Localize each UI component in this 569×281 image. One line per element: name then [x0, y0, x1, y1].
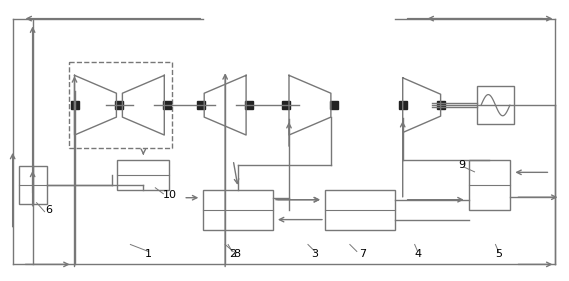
Bar: [19, 166, 47, 204]
Text: 9: 9: [458, 160, 465, 170]
Bar: [468, 160, 510, 210]
Bar: [68, 62, 172, 148]
Text: 8: 8: [233, 250, 241, 259]
Text: 7: 7: [359, 250, 366, 259]
Bar: [163, 101, 171, 109]
Text: 5: 5: [495, 250, 502, 259]
Text: 1: 1: [145, 250, 152, 259]
Text: 10: 10: [163, 190, 178, 200]
Bar: [282, 101, 290, 109]
Text: 4: 4: [414, 250, 421, 259]
Text: 3: 3: [311, 250, 319, 259]
Text: 2: 2: [229, 250, 237, 259]
Bar: [203, 190, 273, 230]
Text: 6: 6: [45, 205, 52, 215]
Bar: [330, 101, 338, 109]
Bar: [245, 101, 253, 109]
Bar: [476, 86, 514, 124]
Bar: [116, 101, 123, 109]
Bar: [197, 101, 205, 109]
Bar: [71, 101, 79, 109]
Bar: [436, 101, 444, 109]
Bar: [325, 190, 395, 230]
Bar: [117, 160, 170, 190]
Bar: [399, 101, 407, 109]
